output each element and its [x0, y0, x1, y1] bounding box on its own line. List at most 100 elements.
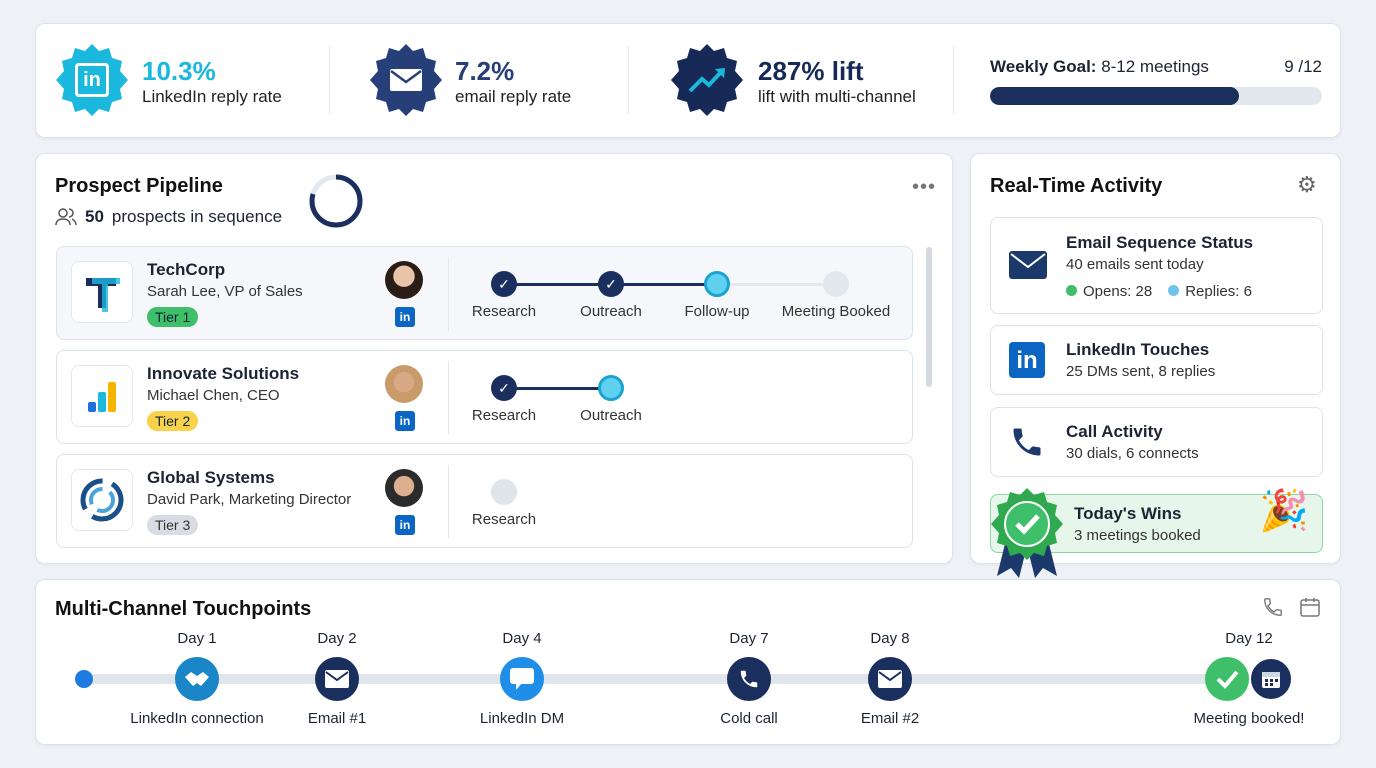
divider: [628, 46, 629, 114]
call-activity-card[interactable]: Call Activity 30 dials, 6 connects: [990, 407, 1323, 477]
email-badge-icon: [368, 42, 444, 118]
prospect-count-label: prospects in sequence: [111, 207, 283, 226]
step-label: Research: [471, 303, 537, 320]
handshake-icon[interactable]: [175, 657, 219, 701]
company-name: TechCorp: [147, 260, 226, 279]
progress-ring-icon: [309, 174, 363, 228]
phone-icon[interactable]: [727, 657, 771, 701]
check-calendar-icon[interactable]: [1205, 657, 1249, 701]
step-current-icon: [598, 375, 624, 401]
contact-name: David Park, Marketing Director: [147, 491, 352, 508]
contact-name: Sarah Lee, VP of Sales: [147, 283, 303, 300]
calendar-icon[interactable]: [1249, 657, 1293, 701]
company-name: Innovate Solutions: [147, 364, 300, 383]
replies-label: Replies: 6: [1185, 283, 1252, 300]
step-label: Meeting Booked: [781, 303, 891, 320]
email-reply-label: email reply rate: [455, 87, 572, 106]
trend-up-badge-icon: [669, 42, 745, 118]
linkedin-icon[interactable]: in: [395, 515, 415, 535]
timeline-track: [83, 674, 1263, 684]
tier-badge: Tier 3: [147, 515, 199, 535]
phone-icon: [1013, 428, 1041, 456]
prospect-count-value: 50: [85, 207, 104, 226]
lift-value: 287% lift: [758, 56, 864, 86]
touchpoint-day: Day 1: [177, 630, 217, 647]
touchpoint-label: Email #2: [860, 710, 920, 727]
real-time-activity-panel: Real-Time Activity ⚙ Email Sequence Stat…: [970, 153, 1341, 578]
card-subtitle: 30 dials, 6 connects: [1066, 445, 1199, 462]
pipeline-title: Prospect Pipeline: [55, 175, 223, 197]
step-connector: [730, 283, 824, 286]
linkedin-reply-label: LinkedIn reply rate: [142, 87, 282, 106]
party-popper-icon: 🎉: [1259, 489, 1309, 533]
step-label: Outreach: [580, 303, 642, 320]
innovate-logo-icon: [71, 365, 133, 427]
opens-stat: Opens: 28: [1066, 283, 1152, 300]
linkedin-touches-card[interactable]: in LinkedIn Touches 25 DMs sent, 8 repli…: [990, 325, 1323, 395]
divider: [448, 465, 449, 539]
avatar: [385, 261, 423, 299]
card-subtitle: 40 emails sent today: [1066, 256, 1204, 273]
envelope-icon[interactable]: [868, 657, 912, 701]
touchpoint-day: Day 8: [870, 630, 910, 647]
gear-icon[interactable]: ⚙: [1297, 172, 1317, 197]
touchpoint-label: Meeting booked!: [1193, 710, 1305, 727]
touchpoint-day: Day 2: [317, 630, 357, 647]
touchpoint-label: LinkedIn DM: [479, 710, 565, 727]
step-done-check-icon: ✓: [491, 271, 517, 297]
card-subtitle: 25 DMs sent, 8 replies: [1066, 363, 1216, 380]
prospect-row[interactable]: Global Systems David Park, Marketing Dir…: [56, 454, 913, 548]
green-dot-icon: [1066, 285, 1077, 296]
opens-label: Opens: 28: [1083, 283, 1153, 300]
lift-label: lift with multi-channel: [758, 87, 916, 106]
contact-name: Michael Chen, CEO: [147, 387, 280, 404]
email-reply-value: 7.2%: [455, 56, 515, 86]
more-options-button[interactable]: •••: [912, 176, 937, 198]
touchpoint-day: Day 4: [502, 630, 542, 647]
avatar: [385, 365, 423, 403]
envelope-icon: [1009, 251, 1047, 279]
award-ribbon-icon: [991, 488, 1063, 578]
card-subtitle: 3 meetings booked: [1074, 527, 1201, 544]
step-done-check-icon: ✓: [491, 375, 517, 401]
card-title: LinkedIn Touches: [1066, 340, 1210, 359]
calendar-icon[interactable]: [1299, 596, 1321, 618]
stats-bar: in 10.3% LinkedIn reply rate 7.2% email …: [35, 23, 1341, 138]
touchpoints-title: Multi-Channel Touchpoints: [55, 598, 312, 620]
step-current-icon: [704, 271, 730, 297]
step-label: Outreach: [580, 407, 642, 424]
prospect-row[interactable]: TechCorp Sarah Lee, VP of Sales Tier 1 i…: [56, 246, 913, 340]
weekly-goal-progress: [990, 87, 1322, 105]
card-title: Today's Wins: [1074, 504, 1182, 523]
touchpoint-label: LinkedIn connection: [130, 710, 264, 727]
divider: [448, 361, 449, 435]
linkedin-icon: in: [1009, 342, 1045, 378]
step-pending-icon: [491, 479, 517, 505]
card-title: Call Activity: [1066, 422, 1163, 441]
replies-stat: Replies: 6: [1168, 283, 1252, 300]
step-label: Follow-up: [684, 303, 750, 320]
weekly-goal-value: 8-12 meetings: [1101, 57, 1209, 76]
prospect-count: 50 prospects in sequence: [55, 207, 282, 227]
weekly-goal-count: 9 /12: [1284, 57, 1322, 76]
linkedin-icon[interactable]: in: [395, 307, 415, 327]
prospect-pipeline-panel: Prospect Pipeline 50 prospects in sequenc…: [35, 153, 953, 564]
touchpoint-label: Cold call: [720, 710, 778, 727]
phone-icon[interactable]: [1262, 596, 1284, 618]
scrollbar[interactable]: [926, 247, 932, 387]
chat-icon[interactable]: [500, 657, 544, 701]
prospect-row[interactable]: Innovate Solutions Michael Chen, CEO Tie…: [56, 350, 913, 444]
email-sequence-card[interactable]: Email Sequence Status 40 emails sent tod…: [990, 217, 1323, 314]
card-title: Email Sequence Status: [1066, 233, 1254, 252]
step-connector: [504, 387, 611, 390]
linkedin-reply-value: 10.3%: [142, 56, 216, 86]
tier-badge: Tier 2: [147, 411, 199, 431]
weekly-goal: Weekly Goal: 8-12 meetings: [990, 57, 1209, 77]
touchpoint-day: Day 7: [729, 630, 769, 647]
blue-dot-icon: [1168, 285, 1180, 296]
linkedin-icon[interactable]: in: [395, 411, 415, 431]
envelope-icon[interactable]: [315, 657, 359, 701]
step-done-check-icon: ✓: [598, 271, 624, 297]
company-name: Global Systems: [147, 468, 275, 487]
weekly-goal-label: Weekly Goal:: [990, 57, 1097, 76]
